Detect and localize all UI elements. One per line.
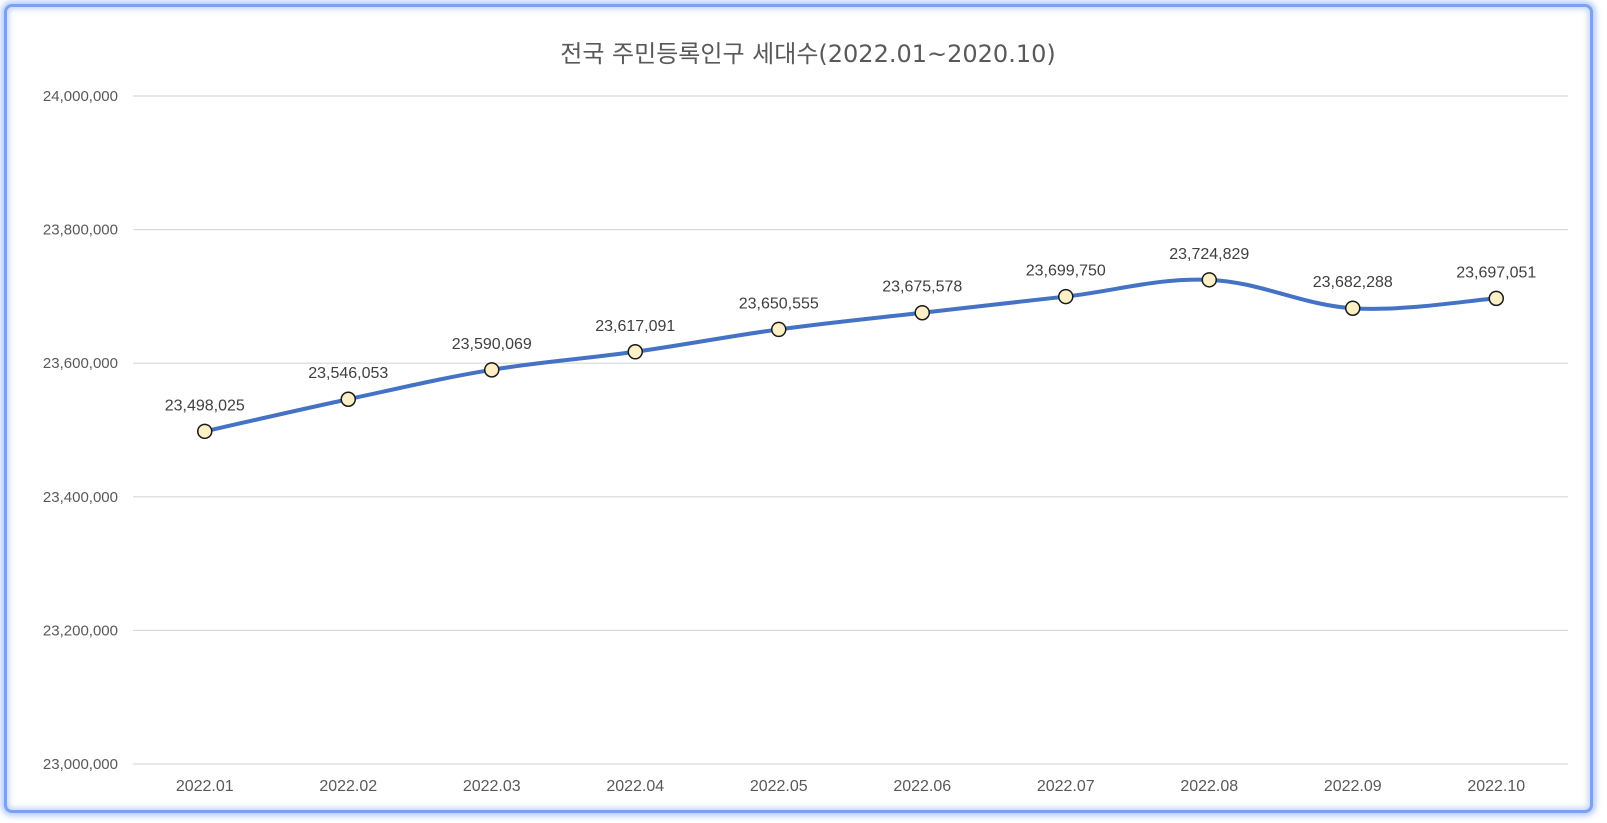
data-label: 23,590,069 — [452, 336, 532, 353]
data-point-marker — [771, 321, 787, 338]
data-label: 23,697,051 — [1456, 264, 1536, 281]
x-tick-label: 2022.03 — [463, 778, 521, 795]
x-tick-label: 2022.07 — [1037, 778, 1095, 795]
series-line — [202, 277, 1499, 434]
x-tick-label: 2022.09 — [1324, 778, 1382, 795]
x-axis-ticks: 2022.01 2022.02 2022.03 2022.04 2022.05 2022.… — [176, 778, 1525, 795]
y-axis-ticks: 23,000,000 23,200,000 23,400,000 23,600,000… — [43, 88, 118, 773]
data-point-marker — [1201, 272, 1217, 288]
y-tick-label: 23,400,000 — [43, 489, 118, 506]
series-layer — [202, 277, 1499, 434]
y-tick-label: 23,200,000 — [43, 622, 118, 639]
data-point-marker — [1488, 290, 1504, 307]
data-label: 23,650,555 — [739, 295, 819, 312]
data-label: 23,546,053 — [308, 365, 388, 382]
x-tick-label: 2022.06 — [893, 778, 951, 795]
data-point-marker — [1058, 288, 1074, 305]
data-label: 23,675,578 — [882, 279, 962, 296]
y-tick-label: 23,800,000 — [43, 222, 118, 239]
x-tick-label: 2022.08 — [1180, 778, 1238, 795]
data-point-marker — [484, 362, 500, 378]
chart-title: 전국 주민등록인구 세대수(2022.01~2020.10) — [560, 40, 1055, 68]
y-tick-label: 23,600,000 — [43, 355, 118, 372]
x-tick-label: 2022.10 — [1467, 778, 1525, 795]
data-label: 23,724,829 — [1169, 246, 1249, 263]
marker-layer — [197, 272, 1504, 440]
data-label: 23,498,025 — [165, 397, 245, 414]
data-label: 23,699,750 — [1026, 263, 1106, 280]
y-tick-label: 24,000,000 — [43, 88, 118, 105]
data-label: 23,617,091 — [595, 318, 675, 335]
data-point-marker — [197, 423, 213, 440]
x-tick-label: 2022.05 — [750, 778, 808, 795]
data-label-layer: 23,498,025 23,546,053 23,590,069 23,617,091… — [165, 246, 1537, 415]
x-tick-label: 2022.02 — [319, 778, 377, 795]
x-tick-label: 2022.04 — [606, 778, 664, 795]
data-label: 23,682,288 — [1313, 274, 1393, 291]
chart-frame — [4, 4, 1593, 813]
x-tick-label: 2022.01 — [176, 778, 234, 795]
data-point-marker — [340, 391, 356, 407]
data-point-marker — [627, 344, 643, 360]
data-point-marker — [1345, 300, 1361, 316]
gridlines — [133, 95, 1568, 765]
data-point-marker — [914, 304, 930, 321]
y-tick-label: 23,000,000 — [43, 756, 118, 773]
